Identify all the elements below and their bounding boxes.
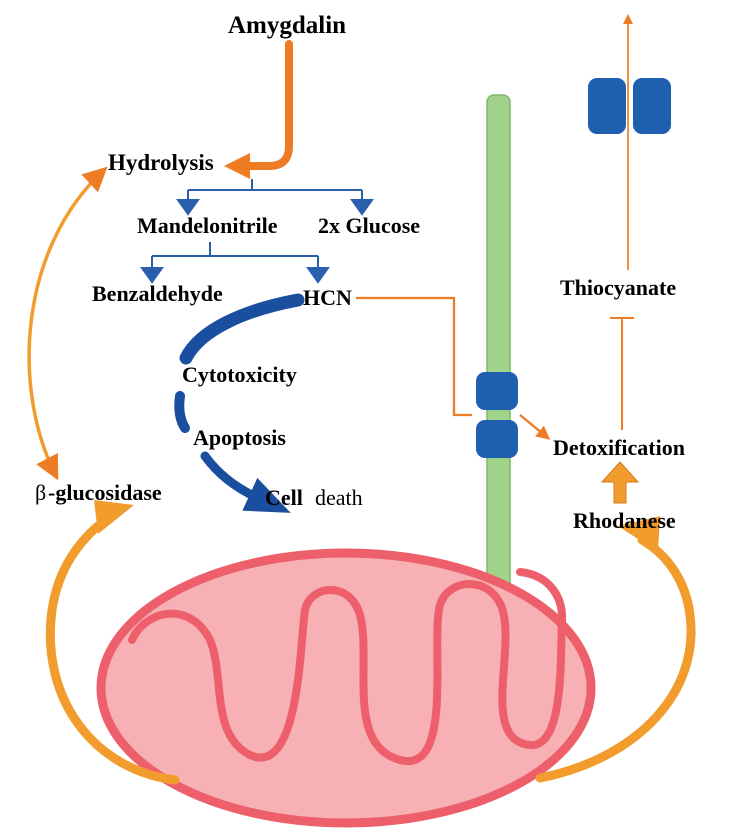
diagram-svg <box>0 0 737 831</box>
label-benzaldehyde: Benzaldehyde <box>92 281 223 307</box>
label-mandelonitrile: Mandelonitrile <box>137 213 278 239</box>
split-mandelonitrile <box>142 242 328 282</box>
label-hcn: HCN <box>303 285 352 311</box>
label-thiocyanate: Thiocyanate <box>560 275 676 301</box>
label-cytotoxicity: Cytotoxicity <box>182 362 297 388</box>
label-glucose: 2x Glucose <box>318 213 420 239</box>
label-bglucosidase: -glucosidase <box>48 480 162 506</box>
arc-hcn-celldeath <box>179 300 298 498</box>
membrane-channel-upper <box>588 78 671 134</box>
arrow-detox-thiocyanate <box>610 318 634 430</box>
label-amygdalin: Amygdalin <box>228 12 346 40</box>
diagram-stage: Amygdalin Hydrolysis Mandelonitrile 2x G… <box>0 0 737 831</box>
arrow-hcn-channel <box>356 298 472 415</box>
label-apoptosis: Apoptosis <box>193 425 286 451</box>
membrane <box>487 95 510 615</box>
label-death: death <box>315 485 363 511</box>
label-rhodanese: Rhodanese <box>573 508 676 534</box>
label-hydrolysis: Hydrolysis <box>108 150 214 176</box>
label-bglucosidase-beta: β <box>35 480 46 506</box>
arrow-amygdalin-hydrolysis <box>224 44 289 179</box>
arrow-bglucosidase-hydrolysis <box>29 170 104 476</box>
split-hydrolysis <box>178 179 372 214</box>
arrow-rhodanese-detox <box>602 462 638 503</box>
arrow-channel-detox <box>520 415 548 438</box>
label-cell: Cell <box>265 485 303 511</box>
label-detox: Detoxification <box>553 435 685 461</box>
